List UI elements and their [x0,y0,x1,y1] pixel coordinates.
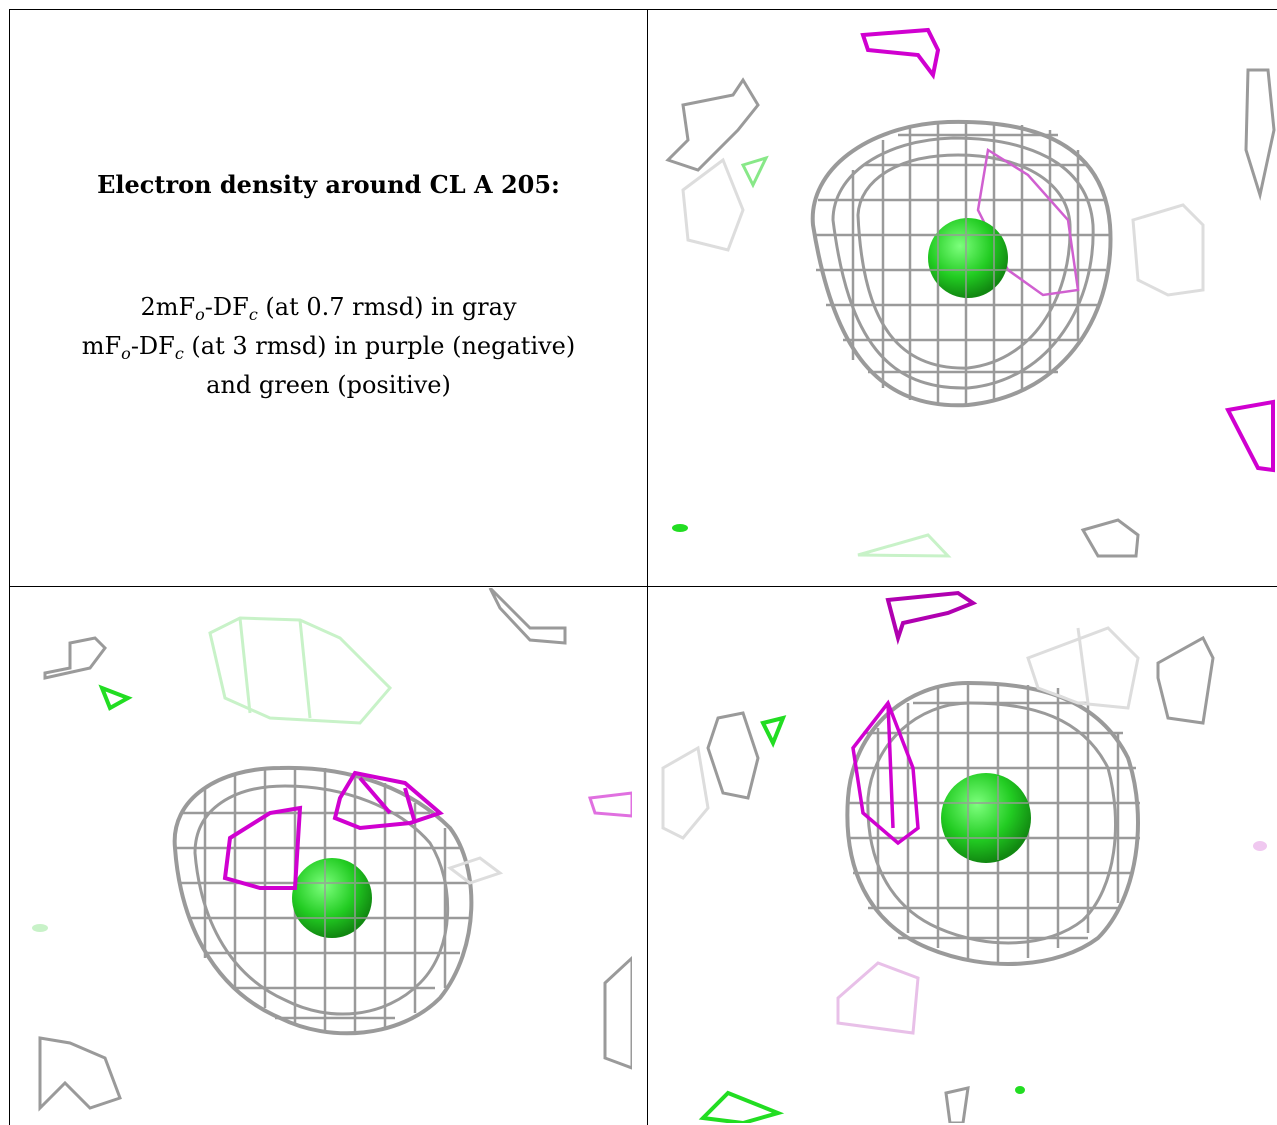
density-render-top-right [665,27,1276,558]
legend2-sub-c: c [174,344,184,363]
green-fragment-small [740,155,769,189]
gray-fragment-bottom-right-edge [603,955,632,1070]
frame-left-line [9,9,10,1125]
mesh-over-sphere [295,860,370,938]
legend-line-purple: mFo-DFc (at 3 rmsd) in purple (negative) [10,327,647,373]
light-green-dot-left [32,924,48,932]
green-fragment-small [98,684,133,711]
legend1-suffix: (at 0.7 rmsd) in gray [257,293,517,321]
gray-fragment-right-edge [1244,68,1276,201]
chloride-atom-sphere [928,218,1008,298]
density-render-bottom-left [32,588,632,1112]
legend-line-gray: 2mFo-DFc (at 0.7 rmsd) in gray [10,288,647,334]
purple-fragment-left-box [222,805,303,890]
legend2-suffix: (at 3 rmsd) in purple (negative) [183,332,576,360]
caption-heading: Electron density around CL A 205: [97,170,560,199]
gray-mesh-cage [845,680,1140,967]
legend1-sub-c: c [248,305,258,324]
legend-line-green: and green (positive) [206,371,451,399]
frame-middle-horizontal [10,586,1277,587]
gray-fragment-bottom [944,1086,970,1123]
view-bottom-left [10,588,647,1123]
light-green-mesh-top [208,616,393,725]
legend1-sub-o: o [195,305,205,324]
purple-mesh-negative-inner [976,147,1080,297]
light-gray-fragment-left-edge [661,745,710,840]
green-fragment-small [760,715,787,748]
legend2-sub-o: o [121,344,131,363]
light-purple-dot-right [1253,841,1267,851]
frame-top-line [10,9,1277,10]
gray-fragment-top-left [665,77,760,172]
density-render-bottom-right [661,590,1267,1123]
mesh-over-sphere [943,776,1028,860]
purple-fragment-upper-cluster [332,770,444,831]
light-gray-fragment-right [446,856,504,885]
green-fragment-bottom-left [698,1090,785,1123]
light-gray-fragment-right [1131,203,1205,297]
purple-mesh-negative-left [851,699,920,846]
legend1-prefix: 2mF [140,293,196,321]
gray-fragment-top-left [43,636,107,680]
purple-fragment-right [1224,399,1275,473]
frame-middle-vertical [647,9,648,1125]
caption-cell: Electron density around CL A 205: 2mFo-D… [10,10,647,586]
gray-fragment-left [706,711,760,800]
view-bottom-right [648,588,1276,1123]
purple-fragment-top [885,590,978,646]
light-green-fragment-bottom [857,533,952,558]
view-top-right [648,10,1276,586]
green-dot-bottom [1015,1086,1025,1094]
mesh-over-sphere [928,218,1008,298]
legend2-prefix: mF [81,332,122,360]
light-gray-fragment-left [681,157,745,252]
purple-fragment-right-edge [587,791,632,818]
green-dot-bottom-left [672,524,688,532]
gray-fragment-bottom [1080,518,1140,558]
gray-fragment-top-right [488,588,567,645]
chloride-atom-sphere [941,773,1031,863]
gray-fragment-top-right [1156,635,1215,725]
gray-mesh-cage [810,119,1113,408]
chloride-atom-sphere [292,858,372,938]
purple-fragment-top [860,27,941,80]
gray-fragment-bottom-left [38,1036,122,1112]
legend1-mid: -DF [204,293,249,321]
light-gray-fragment-top [1026,626,1140,710]
light-purple-fragment-bottom [836,961,920,1035]
legend2-mid: -DF [130,332,175,360]
